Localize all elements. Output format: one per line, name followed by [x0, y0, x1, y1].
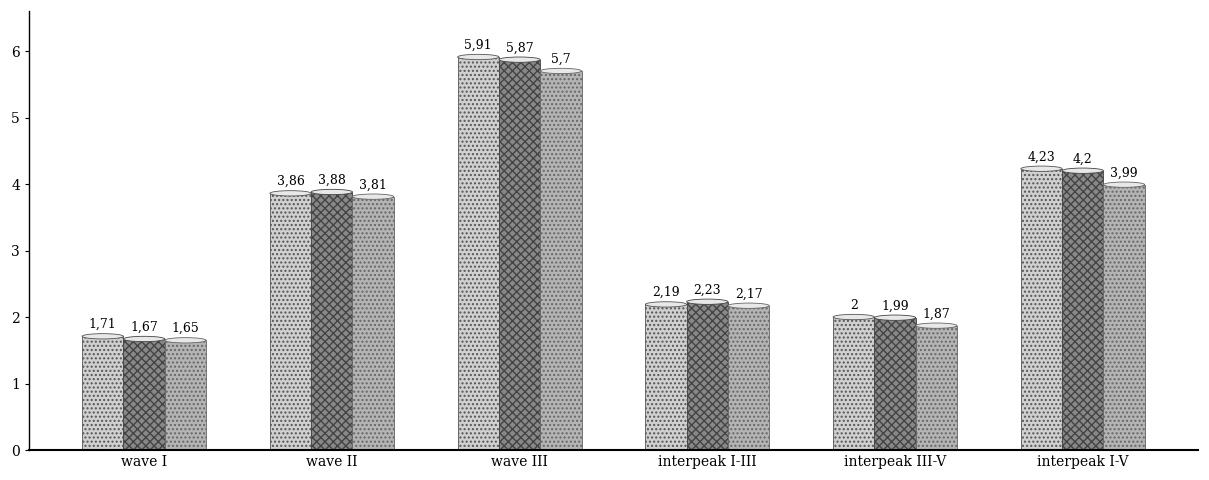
Ellipse shape — [874, 315, 915, 320]
Text: 3,86: 3,86 — [277, 175, 305, 188]
Ellipse shape — [82, 334, 123, 339]
Text: 2,23: 2,23 — [694, 283, 721, 297]
Text: 2: 2 — [850, 299, 857, 312]
Bar — [164, 340, 206, 450]
Bar — [82, 336, 123, 450]
Text: 1,87: 1,87 — [922, 307, 950, 320]
Ellipse shape — [353, 194, 394, 199]
Bar — [311, 192, 353, 450]
Text: 5,87: 5,87 — [505, 41, 533, 54]
Text: 1,65: 1,65 — [172, 322, 199, 335]
Bar — [1020, 169, 1063, 450]
Bar — [540, 71, 582, 450]
Bar — [123, 339, 164, 450]
Ellipse shape — [164, 337, 206, 343]
Bar — [1104, 185, 1145, 450]
Text: 5,91: 5,91 — [464, 39, 492, 52]
Ellipse shape — [270, 191, 311, 196]
Text: 4,23: 4,23 — [1028, 150, 1055, 163]
Bar — [270, 193, 311, 450]
Text: 1,99: 1,99 — [881, 300, 909, 312]
Text: 5,7: 5,7 — [551, 53, 571, 66]
Text: 3,81: 3,81 — [359, 179, 387, 192]
Ellipse shape — [728, 303, 769, 308]
Bar — [1063, 171, 1104, 450]
Text: 4,2: 4,2 — [1072, 152, 1093, 166]
Bar — [687, 302, 728, 450]
Bar — [353, 197, 394, 450]
Ellipse shape — [458, 54, 499, 60]
Ellipse shape — [540, 68, 582, 73]
Ellipse shape — [1020, 166, 1063, 171]
Ellipse shape — [1063, 168, 1104, 173]
Bar — [728, 306, 769, 450]
Ellipse shape — [687, 299, 728, 304]
Bar — [874, 318, 915, 450]
Ellipse shape — [499, 57, 540, 62]
Ellipse shape — [915, 323, 958, 328]
Text: 3,88: 3,88 — [318, 174, 346, 187]
Text: 1,71: 1,71 — [89, 318, 117, 331]
Ellipse shape — [123, 336, 164, 342]
Text: 1,67: 1,67 — [131, 321, 158, 334]
Bar — [646, 304, 687, 450]
Ellipse shape — [646, 302, 687, 307]
Text: 3,99: 3,99 — [1110, 167, 1138, 180]
Ellipse shape — [311, 189, 353, 195]
Bar — [833, 317, 874, 450]
Bar — [458, 57, 499, 450]
Bar — [915, 325, 958, 450]
Bar — [499, 60, 540, 450]
Text: 2,17: 2,17 — [735, 288, 763, 300]
Text: 2,19: 2,19 — [652, 286, 679, 299]
Ellipse shape — [1104, 182, 1145, 187]
Ellipse shape — [833, 314, 874, 320]
